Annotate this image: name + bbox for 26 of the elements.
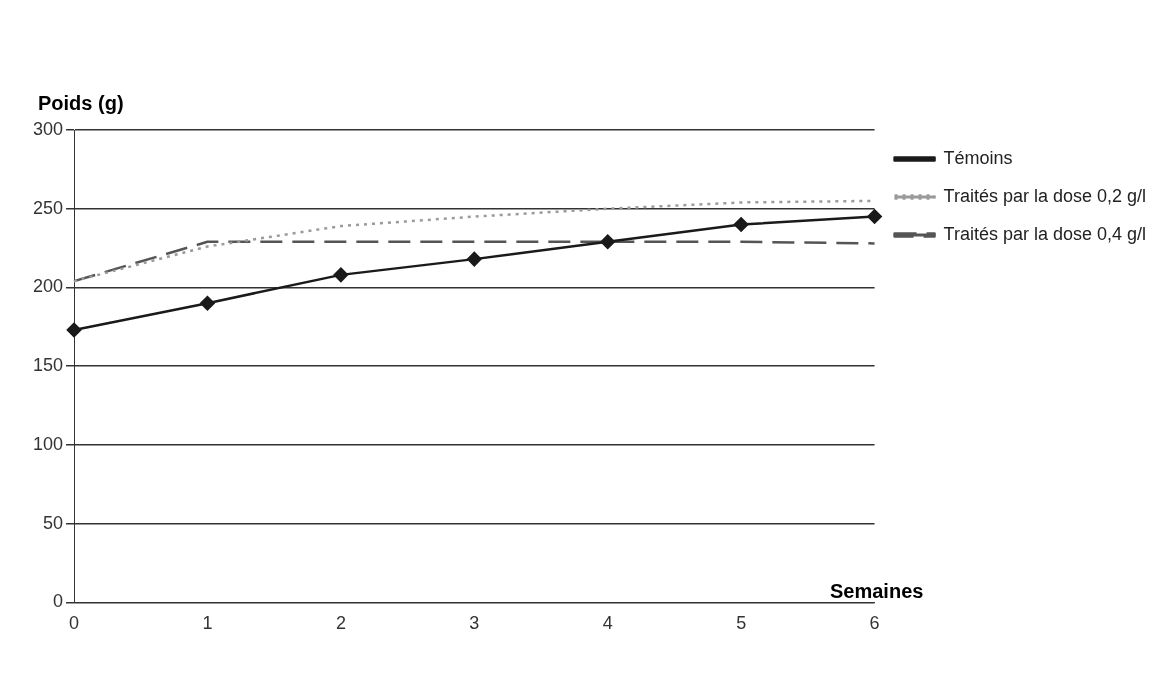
y-tick-label: 250	[32, 197, 64, 218]
x-tick-label: 4	[602, 613, 613, 634]
legend-label: Traités par la dose 0,2 g/l	[943, 185, 1147, 206]
x-tick-label: 3	[469, 613, 480, 634]
point	[733, 217, 749, 232]
legend-label: Traités par la dose 0,4 g/l	[943, 223, 1147, 244]
point	[66, 322, 82, 338]
x-tick-label: 6	[869, 613, 880, 634]
y-axis-title: Poids (g)	[38, 92, 124, 115]
y-tick-label: 300	[32, 118, 64, 139]
point	[467, 251, 482, 267]
legend-label: Témoins	[943, 147, 1013, 168]
y-tick-label: 150	[32, 355, 64, 376]
point	[600, 234, 615, 250]
y-tick-label: 0	[53, 591, 64, 612]
x-tick-label: 0	[69, 613, 80, 634]
y-tick-label: 200	[32, 276, 64, 297]
x-tick-label: 1	[202, 613, 213, 634]
point	[333, 267, 349, 283]
point	[867, 209, 882, 224]
point	[200, 295, 215, 311]
x-tick-label: 5	[736, 613, 747, 634]
y-tick-label: 50	[43, 512, 64, 533]
y-tick-label: 100	[32, 433, 64, 454]
x-tick-label: 2	[335, 613, 346, 634]
x-axis-title: Semaines	[830, 580, 924, 603]
